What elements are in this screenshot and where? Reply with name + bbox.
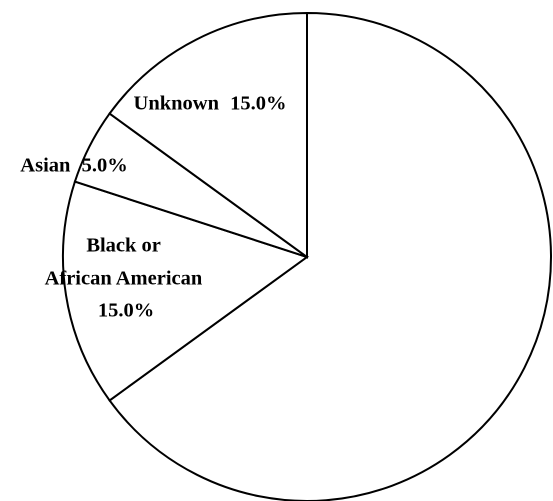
- slice-label-black-line2: African American: [45, 268, 203, 290]
- slice-label-asian-value: 5.0%: [82, 155, 128, 177]
- slice-unknown: [108, 11, 308, 259]
- slice-label-black: Black or African American 15.0%: [45, 235, 208, 322]
- slice-label-unknown-value: 15.0%: [230, 93, 286, 115]
- slice-black-or-african-american: [61, 180, 310, 402]
- pie-labels: Unknown 15.0% Asian 5.0% Black or Africa…: [20, 93, 286, 322]
- slice-label-black-value: 15.0%: [98, 300, 154, 322]
- slice-label-asian-name: Asian: [20, 155, 71, 177]
- slice-label-unknown-name: Unknown: [134, 93, 220, 115]
- slice-label-black-line1: Black or: [86, 235, 160, 257]
- pie-slices: [61, 11, 552, 501]
- slice-label-asian: Asian 5.0%: [20, 155, 127, 177]
- slice-label-unknown: Unknown 15.0%: [134, 93, 287, 115]
- slice-unlabeled: [108, 11, 552, 501]
